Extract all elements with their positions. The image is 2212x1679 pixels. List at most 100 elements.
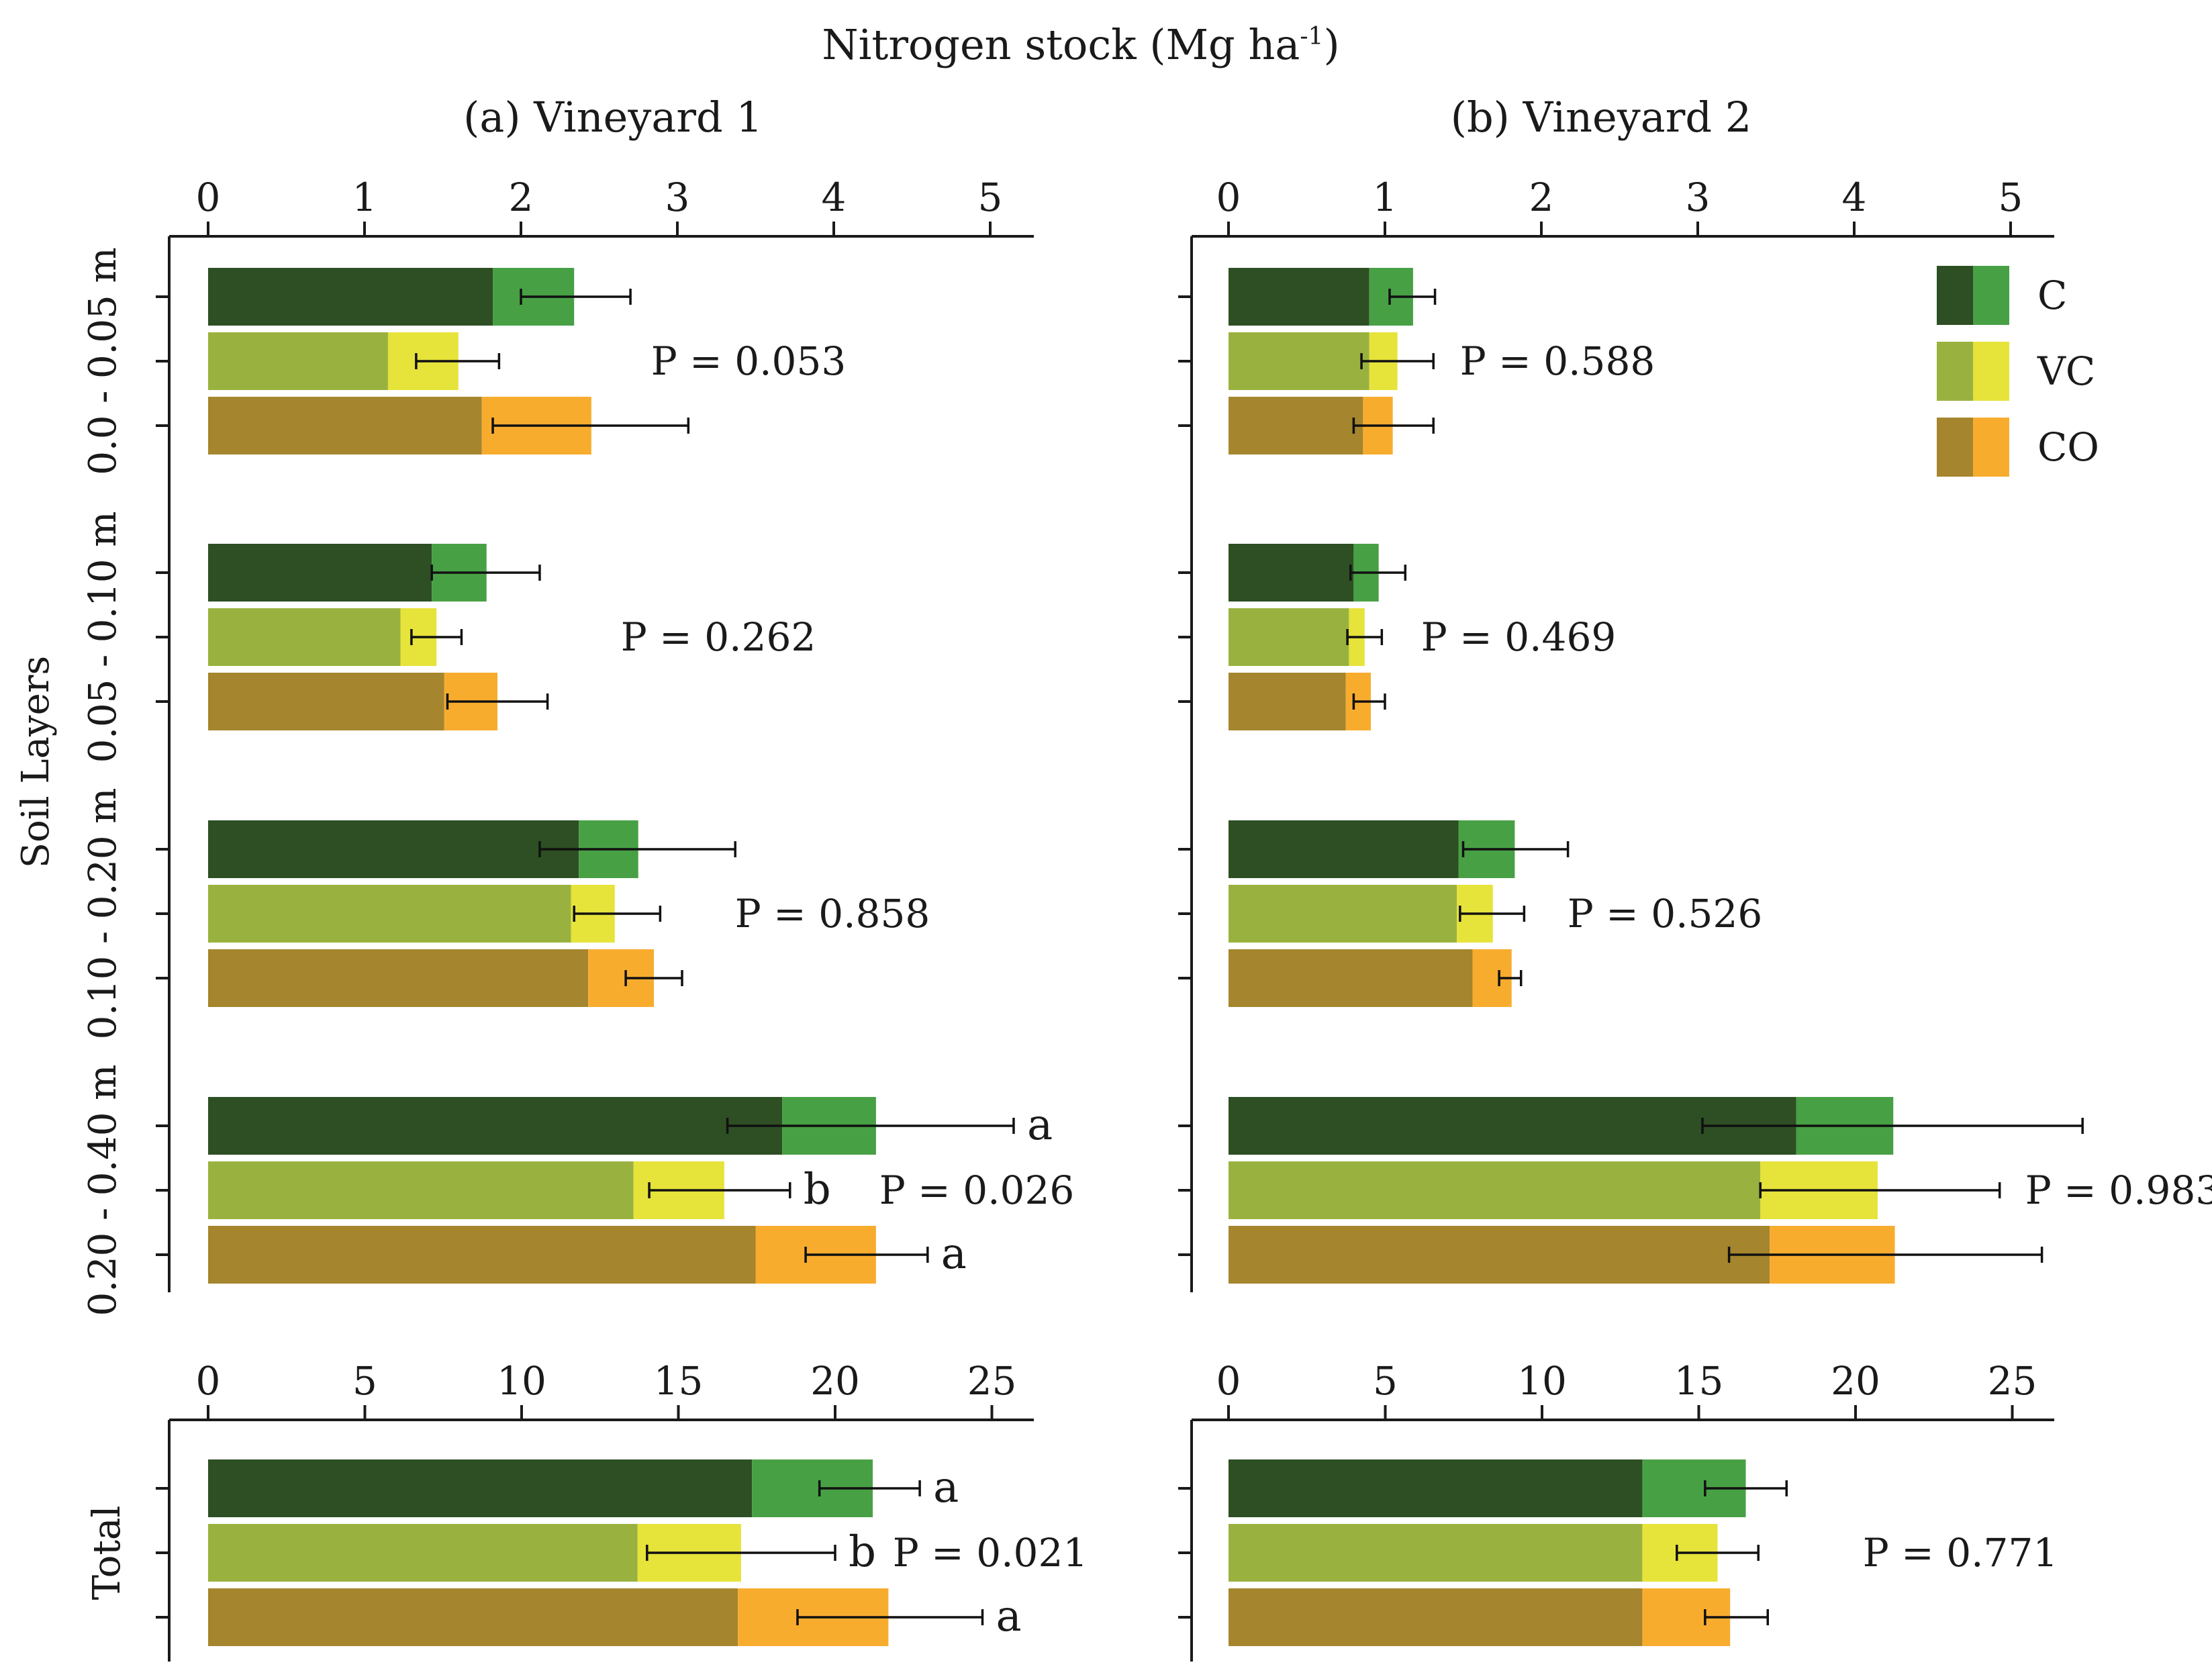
vineyard-2-category-label: 0.10 - 0.20 m [81, 788, 125, 1040]
vineyard-2-total-category-label: Total [85, 1506, 129, 1600]
vineyard-1-significance-letter: a [1027, 1100, 1053, 1150]
vineyard-2-x-tick-label: 1 [1373, 175, 1398, 220]
vineyard-2-panel: (b) Vineyard 2 0 1 2 3 4 5 0.0 - 0.05 m P = 0.58… [81, 93, 2212, 1316]
vineyard-2-total-x-tick-label: 15 [1674, 1358, 1724, 1404]
figure-title: Nitrogen stock (Mg ha-1) [822, 20, 1339, 69]
vineyard-2-total-bar-co-base [1229, 1588, 1643, 1646]
vineyard-2-bar-vc-base [1229, 332, 1369, 390]
vineyard-2-total-x-tick-label: 25 [1988, 1358, 2037, 1404]
legend-label-vc: VC [2037, 348, 2095, 394]
vineyard-2-total-x-tick-label: 20 [1831, 1358, 1880, 1404]
vineyard-2-bar-c-base [1229, 544, 1354, 602]
vineyard-1-bar-c-base [208, 544, 432, 602]
vineyard-2-x-tick-label: 3 [1686, 175, 1711, 220]
vineyard-1-significance-letter: b [804, 1165, 831, 1214]
vineyard-1-category-label: 0.10 - 0.20 m [81, 788, 125, 1040]
legend-swatch-c-dark [1937, 266, 1973, 325]
vineyard-1-total-significance-letter: a [996, 1592, 1021, 1641]
vineyard-2-p-value: P = 0.526 [1568, 891, 1763, 937]
vineyard-1-total-x-tick-label: 0 [196, 1358, 221, 1404]
vineyard-2-total-p-value: P = 0.771 [1863, 1530, 2058, 1576]
vineyard-1-total-x-tick-label: 5 [352, 1358, 377, 1404]
vineyard-1-total-bar-co-base [208, 1588, 738, 1646]
vineyard-1-x-tick-label: 3 [665, 175, 690, 220]
vineyard-2-category-label: 0.05 - 0.10 m [81, 512, 125, 763]
vineyard-1-bar-co-base [208, 673, 444, 730]
vineyard-2-p-value: P = 0.983 [2025, 1167, 2212, 1213]
vineyard-1-bar-vc-base [208, 885, 571, 943]
y-axis-label: Soil Layers [14, 656, 58, 869]
vineyard-1-bar-vc-base [208, 1161, 634, 1219]
legend-label-c: C [2037, 273, 2067, 318]
vineyard-2-x-tick-label: 0 [1216, 175, 1241, 220]
vineyard-2-bar-co-base [1229, 1226, 1770, 1284]
vineyard-2-x-tick-label: 4 [1842, 175, 1867, 220]
vineyard-1-bar-co-base [208, 949, 589, 1007]
vineyard-2-x-tick-label: 2 [1529, 175, 1554, 220]
vineyard-2-x-tick-label: 5 [1999, 175, 2023, 220]
vineyard-1-bar-vc-base [208, 608, 401, 666]
vineyard-1-panel: (a) Vineyard 1 0 1 2 3 4 5 0.0 - 0.05 m P = 0.05… [81, 93, 1074, 1316]
legend-swatch-vc-light [1973, 342, 2009, 401]
vineyard-2-category-label: 0.20 - 0.40 m [81, 1065, 125, 1316]
vineyard-2-total-panel: 0 5 10 15 20 25 Total P = 0.771 [85, 1358, 2058, 1662]
vineyard-1-total-panel: 0 5 10 15 20 25 Total a b a P = 0.021 [85, 1358, 1088, 1662]
vineyard-1-bar-vc-base [208, 332, 388, 390]
vineyard-1-total-x-tick-label: 20 [810, 1358, 860, 1404]
vineyard-2-bar-c-base [1229, 820, 1459, 878]
vineyard-1-bar-co-base [208, 1226, 756, 1284]
vineyard-2-bar-co-base [1229, 949, 1473, 1007]
vineyard-1-category-label: 0.20 - 0.40 m [81, 1065, 125, 1316]
vineyard-1-bar-c-base [208, 268, 493, 326]
vineyard-1-bar-c-base [208, 820, 579, 878]
vineyard-1-x-tick-label: 1 [352, 175, 377, 220]
vineyard-1-bar-c-base [208, 1097, 783, 1155]
vineyard-1-x-tick-label: 0 [196, 175, 221, 220]
vineyard-2-bar-c-base [1229, 268, 1369, 326]
legend-swatch-c-light [1973, 266, 2009, 325]
vineyard-1-total-bar-c-base [208, 1459, 753, 1517]
vineyard-1-p-value: P = 0.053 [651, 338, 847, 384]
vineyard-1-x-tick-label: 5 [978, 175, 1003, 220]
vineyard-1-x-tick-label: 4 [822, 175, 847, 220]
vineyard-1-total-significance-letter: b [849, 1527, 876, 1577]
vineyard-2-total-x-tick-label: 10 [1517, 1358, 1567, 1404]
legend-swatch-co-light [1973, 418, 2009, 477]
vineyard-1-total-bar-vc-base [208, 1524, 638, 1582]
figure-title-end: ) [1323, 20, 1339, 69]
vineyard-1-total-x-tick-label: 10 [497, 1358, 546, 1404]
vineyard-1-title: (a) Vineyard 1 [463, 93, 763, 142]
vineyard-2-bar-co-base [1229, 397, 1363, 454]
vineyard-2-title: (b) Vineyard 2 [1451, 93, 1751, 142]
vineyard-1-x-tick-label: 2 [509, 175, 534, 220]
vineyard-2-category-label: 0.0 - 0.05 m [81, 247, 125, 475]
figure-title-text: Nitrogen stock (Mg ha [822, 20, 1300, 69]
vineyard-1-bar-co-base [208, 397, 482, 454]
legend-label-co: CO [2037, 424, 2099, 470]
vineyard-1-significance-letter: a [941, 1229, 967, 1279]
vineyard-1-total-significance-letter: a [933, 1463, 959, 1513]
vineyard-1-p-value: P = 0.026 [879, 1167, 1075, 1213]
legend-swatch-co-dark [1937, 418, 1973, 477]
vineyard-2-bar-co-base [1229, 673, 1346, 730]
vineyard-2-bar-vc-base [1229, 885, 1457, 943]
legend-swatch-vc-dark [1937, 342, 1973, 401]
vineyard-2-bar-vc-base [1229, 608, 1349, 666]
vineyard-2-total-x-tick-label: 5 [1373, 1358, 1398, 1404]
vineyard-1-total-x-tick-label: 15 [654, 1358, 704, 1404]
vineyard-1-total-p-value: P = 0.021 [893, 1530, 1088, 1576]
vineyard-1-total-x-tick-label: 25 [967, 1358, 1017, 1404]
vineyard-2-total-x-tick-label: 0 [1216, 1358, 1241, 1404]
vineyard-1-category-label: 0.05 - 0.10 m [81, 512, 125, 763]
vineyard-1-p-value: P = 0.262 [621, 614, 816, 660]
vineyard-1-p-value: P = 0.858 [735, 891, 930, 937]
vineyard-2-bar-vc-base [1229, 1161, 1761, 1219]
vineyard-1-category-label: 0.0 - 0.05 m [81, 247, 125, 475]
figure-title-superscript: -1 [1300, 23, 1323, 50]
charts-group: (a) Vineyard 1 0 1 2 3 4 5 0.0 - 0.05 m P = 0.05… [81, 93, 2212, 1662]
legend: C VC CO [1937, 266, 2099, 477]
vineyard-2-p-value: P = 0.469 [1421, 614, 1617, 660]
vineyard-2-total-bar-c-base [1229, 1459, 1643, 1517]
vineyard-1-total-category-label: Total [85, 1506, 129, 1600]
